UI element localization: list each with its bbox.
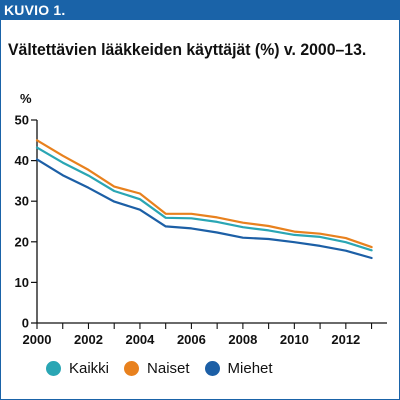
series-line-miehet: [35, 158, 373, 260]
legend-label-kaikki: Kaikki: [69, 360, 110, 377]
y-tick-label-50: 50: [15, 113, 29, 128]
x-tick-label-2008: 2008: [228, 332, 257, 347]
y-tick-label-20: 20: [15, 234, 29, 249]
legend-item-kaikki: Kaikki: [46, 360, 109, 377]
series-line-kaikki: [35, 146, 373, 252]
y-tick-label-0: 0: [22, 316, 29, 331]
legend-label-naiset: Naiset: [147, 360, 190, 377]
legend-label-miehet: Miehet: [227, 360, 273, 377]
plot-area: 0 10 20 30 40 50 2000 2002 2004 2006 2008 2010 2012: [15, 113, 387, 347]
x-tick-label-2000: 2000: [23, 332, 52, 347]
legend-item-miehet: Miehet: [204, 360, 273, 377]
x-tick-label-2006: 2006: [177, 332, 206, 347]
legend-item-naiset: Naiset: [124, 360, 190, 377]
y-tick-label-30: 30: [15, 194, 29, 209]
chart-title: Vältettävien lääkkeiden käyttäjät (%) v.…: [8, 40, 367, 59]
legend: Kaikki Naiset Miehet: [46, 360, 288, 377]
series-line-naiset: [35, 139, 373, 249]
x-tick-label-2010: 2010: [280, 332, 309, 347]
figure-banner: KUVIO 1.: [0, 0, 400, 20]
x-tick-label-2002: 2002: [74, 332, 103, 347]
legend-swatch-miehet: [204, 361, 220, 376]
x-tick-label-2004: 2004: [125, 332, 155, 347]
x-tick-label-2012: 2012: [331, 332, 360, 347]
y-tick-label-40: 40: [15, 153, 29, 168]
figure-label: KUVIO 1.: [4, 2, 66, 18]
legend-swatch-kaikki: [46, 361, 61, 376]
y-tick-label-10: 10: [15, 275, 29, 290]
y-axis-unit: %: [20, 91, 32, 106]
legend-swatch-naiset: [124, 361, 140, 376]
